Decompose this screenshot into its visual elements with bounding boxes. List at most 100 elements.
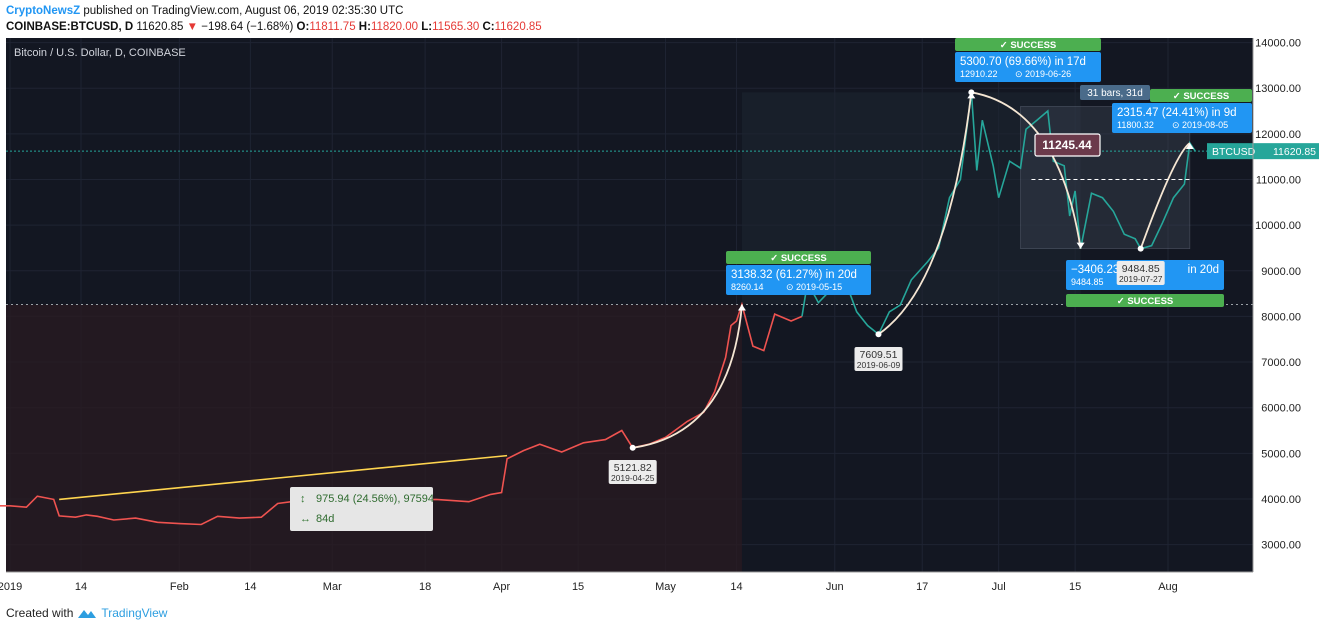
measure-box <box>290 487 433 531</box>
high-label: H: <box>358 21 371 33</box>
success-banner <box>726 251 871 264</box>
stat-callout <box>726 265 871 295</box>
success-banner <box>1066 294 1224 307</box>
stat-date: ⊙ 2019-08-05 <box>1172 120 1228 130</box>
crosshair-value: 11245.44 <box>1042 138 1092 152</box>
author-name[interactable]: CryptoNewsZ <box>6 5 81 17</box>
y-tick-label: 4000.00 <box>1261 494 1301 506</box>
y-tick-label: 14000.00 <box>1255 38 1301 50</box>
stat-callout <box>1112 103 1252 133</box>
x-tick-label: Mar <box>323 581 342 593</box>
low-value: 11565.30 <box>432 21 480 33</box>
path-seg-2 <box>877 92 973 335</box>
measure-text: 975.94 (24.56%), 97594 <box>316 493 434 505</box>
low-label <box>854 347 903 371</box>
path-seg-1 <box>632 304 743 449</box>
path-seg-3-arrow <box>1076 242 1085 249</box>
stat-callout <box>955 52 1101 82</box>
success-label: ✓ SUCCESS <box>1000 40 1057 51</box>
last-value: 11620.85 <box>136 21 184 33</box>
tradingview-brand[interactable]: TradingView <box>101 606 168 620</box>
created-with-label: Created with <box>6 606 74 620</box>
path-seg-4 <box>1139 142 1191 249</box>
y-tick-label: 11000.00 <box>1256 174 1301 186</box>
tradingview-logo-icon <box>78 610 97 618</box>
change-value: −198.64 (−1.68%) <box>201 21 294 33</box>
close-label: C: <box>482 21 495 33</box>
path-seg-4-start <box>1137 245 1144 252</box>
low-price: 5121.82 <box>614 462 652 474</box>
x-tick-label: Jun <box>826 581 844 593</box>
range-text: 31 bars, 31d <box>1087 88 1143 99</box>
y-tick-label: 3000.00 <box>1261 540 1301 552</box>
success-label: ✓ SUCCESS <box>770 253 827 264</box>
path-seg-1-arrow <box>737 304 746 311</box>
trend-line <box>59 454 508 501</box>
x-tick-label: 15 <box>572 581 584 593</box>
close-value: 11620.85 <box>494 21 542 33</box>
high-value: 11820.00 <box>370 21 419 33</box>
chart-title: Bitcoin / U.S. Dollar, D, COINBASE <box>14 47 186 59</box>
y-axis[interactable]: 3000.00 4000.00 5000.00 6000.00 7000.00 8000.… <box>1207 38 1319 572</box>
open-value: 11811.75 <box>309 21 356 33</box>
symbol: COINBASE:BTCUSD, D <box>6 21 134 33</box>
path-seg-2-start <box>875 331 882 338</box>
last-price-value: 11620.85 <box>1273 146 1316 158</box>
low-label <box>1116 261 1165 285</box>
triangle-down-icon: ▼ <box>186 21 199 33</box>
stat-price: 12910.22 <box>960 69 998 79</box>
horizontal-arrow-icon: ↔ <box>300 513 311 525</box>
published-info: published on TradingView.com, August 06,… <box>83 5 404 17</box>
range-chip <box>1080 85 1150 100</box>
y-tick-label: 13000.00 <box>1255 83 1301 95</box>
y-tick-label: 6000.00 <box>1261 403 1301 415</box>
low-label <box>608 460 657 484</box>
y-tick-label: 5000.00 <box>1261 448 1301 460</box>
stat-text: 5300.70 (69.66%) in 17d <box>960 56 1086 68</box>
path-seg-3-start <box>968 89 975 96</box>
stat-text: 2315.47 (24.41%) in 9d <box>1117 107 1237 119</box>
x-tick-label: 14 <box>75 581 87 593</box>
low-price: 7609.51 <box>860 349 898 361</box>
open-label: O: <box>296 21 310 33</box>
x-tick-label: 14 <box>244 581 256 593</box>
low-label: L: <box>421 21 433 33</box>
vertical-arrow-icon: ↕ <box>300 493 306 505</box>
y-tick-label: 8000.00 <box>1261 311 1301 323</box>
chart-header: CryptoNewsZ published on TradingView.com… <box>6 3 542 35</box>
success-label: ✓ SUCCESS <box>1173 91 1230 102</box>
x-tick-label: May <box>655 581 676 593</box>
last-price-symbol: BTCUSD <box>1212 146 1256 158</box>
low-date: 2019-06-09 <box>857 360 901 370</box>
low-price: 9484.85 <box>1122 263 1160 275</box>
x-tick-label: 14 <box>730 581 742 593</box>
y-tick-label: 10000.00 <box>1255 220 1301 232</box>
x-tick-label: Feb <box>170 581 189 593</box>
x-tick-label: Jul <box>992 581 1006 593</box>
success-label: ✓ SUCCESS <box>1117 296 1174 307</box>
x-axis[interactable]: 2019 14 Feb 14 Mar 18 Apr 15 May 14 Jun 17 Jul 15 Aug <box>0 571 1253 593</box>
footer: Created with TradingView <box>6 606 167 620</box>
x-tick-label: Aug <box>1158 581 1178 593</box>
low-date: 2019-07-27 <box>1119 274 1163 284</box>
crosshair-value-box <box>1035 134 1100 156</box>
last-price-tag <box>1207 143 1319 160</box>
crosshair-value-border <box>1034 133 1101 157</box>
series-line-0 <box>0 301 803 526</box>
path-seg-1-start <box>629 444 636 451</box>
low-date: 2019-04-25 <box>611 473 655 483</box>
stat-price: 9484.85 <box>1071 277 1104 287</box>
stat-date: ⊙ 2019-05-15 <box>786 282 842 292</box>
stat-text-right: in 20d <box>1188 264 1219 276</box>
success-banner <box>1150 89 1252 102</box>
x-tick-label: 18 <box>419 581 431 593</box>
loss-zone <box>6 304 742 572</box>
success-banner <box>955 38 1101 51</box>
y-tick-label: 7000.00 <box>1261 357 1301 369</box>
y-tick-label: 9000.00 <box>1261 266 1301 278</box>
stat-price: 11800.32 <box>1117 120 1154 130</box>
x-tick-label: 2019 <box>0 581 22 593</box>
stat-text: 3138.32 (61.27%) in 20d <box>731 269 857 281</box>
